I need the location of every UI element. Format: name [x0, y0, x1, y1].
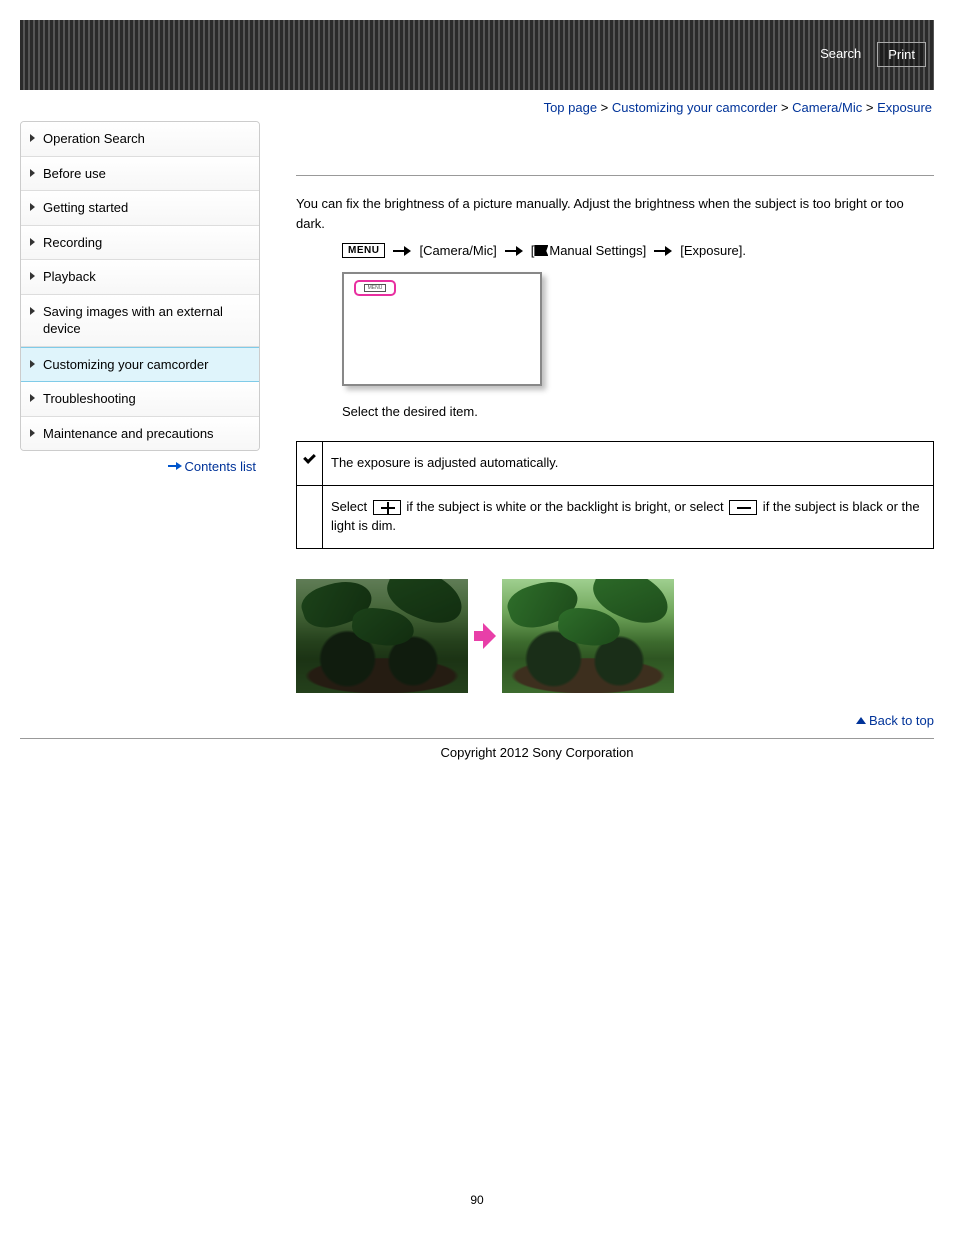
arrow-right-icon	[168, 462, 184, 470]
footer-divider	[20, 738, 934, 739]
menu-path: MENU [Camera/Mic] [Manual Settings] [Exp…	[296, 243, 934, 258]
comparison-images	[296, 579, 934, 693]
path-exposure: [Exposure].	[680, 243, 746, 258]
path-camera-mic: [Camera/Mic]	[419, 243, 496, 258]
sidebar-item-playback[interactable]: Playback	[21, 260, 259, 295]
after-image	[502, 579, 674, 693]
empty-icon-cell	[297, 485, 323, 548]
compare-arrow-icon	[474, 623, 496, 649]
breadcrumb-sep: >	[862, 100, 877, 115]
breadcrumb-exposure[interactable]: Exposure	[877, 100, 932, 115]
before-image	[296, 579, 468, 693]
sidebar-item-customizing[interactable]: Customizing your camcorder	[21, 347, 259, 383]
sidebar-item-recording[interactable]: Recording	[21, 226, 259, 261]
sidebar-item-operation-search[interactable]: Operation Search	[21, 122, 259, 157]
arrow-icon	[505, 246, 523, 256]
menu-highlight-icon: MENU	[354, 280, 396, 296]
breadcrumb-sep: >	[597, 100, 612, 115]
sidebar-nav: Operation Search Before use Getting star…	[20, 121, 260, 451]
option-manual-desc: Select if the subject is white or the ba…	[323, 485, 934, 548]
intro-text: You can fix the brightness of a picture …	[296, 194, 934, 233]
back-to-top-label: Back to top	[869, 713, 934, 728]
page-number: 90	[0, 1193, 954, 1207]
screen-illustration: MENU	[342, 272, 542, 386]
section-divider	[296, 175, 934, 176]
header-bar: Search Print	[20, 20, 934, 90]
option-row-manual: Select if the subject is white or the ba…	[297, 485, 934, 548]
print-button[interactable]: Print	[877, 42, 926, 67]
option-auto-desc: The exposure is adjusted automatically.	[323, 442, 934, 486]
contents-list-label: Contents list	[184, 459, 256, 474]
check-icon-cell	[297, 442, 323, 486]
breadcrumb-camera-mic[interactable]: Camera/Mic	[792, 100, 862, 115]
sidebar-item-saving-images[interactable]: Saving images with an external device	[21, 295, 259, 347]
sidebar-item-troubleshooting[interactable]: Troubleshooting	[21, 382, 259, 417]
step-caption: Select the desired item.	[342, 404, 934, 419]
minus-button-icon	[729, 500, 757, 515]
triangle-up-icon	[856, 717, 866, 724]
menu-button-icon: MENU	[342, 243, 385, 258]
sidebar-item-before-use[interactable]: Before use	[21, 157, 259, 192]
back-to-top-link[interactable]: Back to top	[20, 711, 934, 734]
breadcrumb-top[interactable]: Top page	[544, 100, 598, 115]
sidebar-item-getting-started[interactable]: Getting started	[21, 191, 259, 226]
plus-button-icon	[373, 500, 401, 515]
breadcrumb-sep: >	[777, 100, 792, 115]
breadcrumb-customizing[interactable]: Customizing your camcorder	[612, 100, 777, 115]
check-icon	[302, 453, 318, 469]
option-row-auto: The exposure is adjusted automatically.	[297, 442, 934, 486]
flag-icon	[534, 245, 548, 256]
arrow-icon	[393, 246, 411, 256]
contents-list-link[interactable]: Contents list	[20, 451, 260, 482]
arrow-icon	[654, 246, 672, 256]
sidebar-item-maintenance[interactable]: Maintenance and precautions	[21, 417, 259, 451]
options-table: The exposure is adjusted automatically. …	[296, 441, 934, 549]
path-manual-settings: [Manual Settings]	[531, 243, 646, 258]
breadcrumb: Top page > Customizing your camcorder > …	[20, 90, 934, 121]
copyright-text: Copyright 2012 Sony Corporation	[20, 745, 934, 760]
search-button[interactable]: Search	[810, 42, 871, 67]
